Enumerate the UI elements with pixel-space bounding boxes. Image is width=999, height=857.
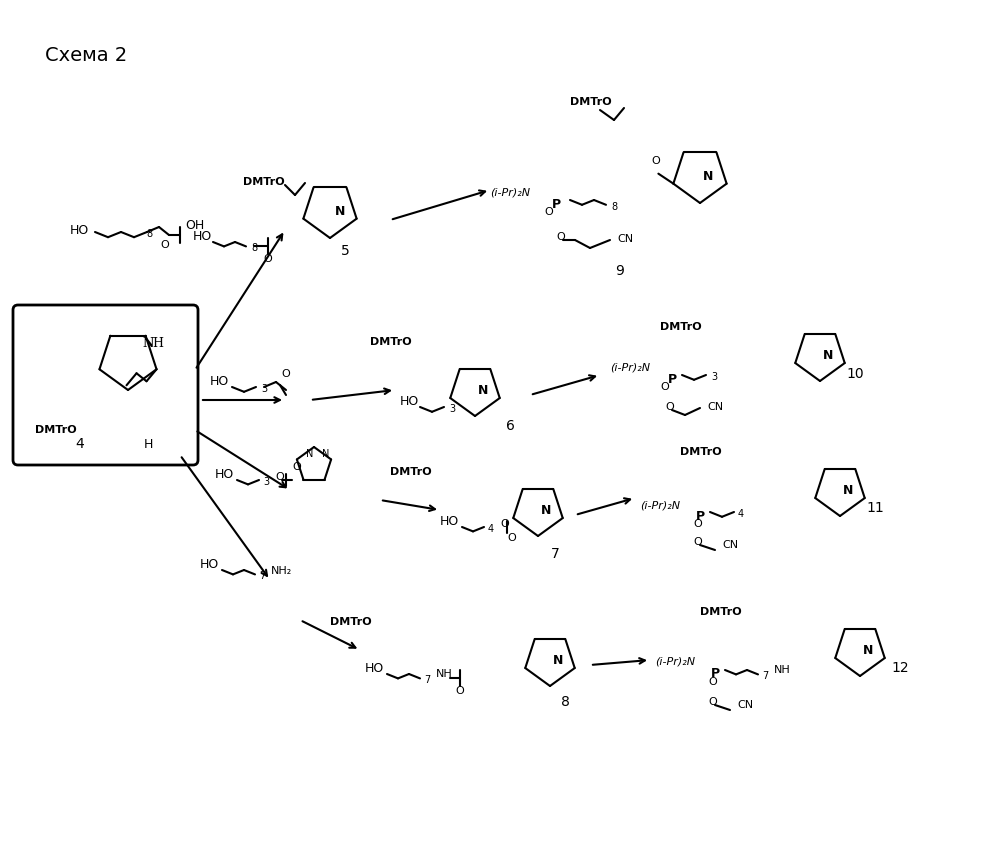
Text: OH: OH (185, 219, 204, 232)
Text: CN: CN (617, 234, 633, 244)
Text: O: O (161, 240, 170, 250)
Text: 12: 12 (891, 661, 909, 675)
Text: CN: CN (707, 402, 723, 412)
Text: DMTrO: DMTrO (680, 447, 721, 457)
Text: CN: CN (737, 700, 753, 710)
Text: N: N (553, 654, 563, 667)
Text: 3: 3 (263, 477, 269, 487)
Text: 6: 6 (505, 419, 514, 433)
Text: HO: HO (365, 662, 385, 675)
Text: N: N (541, 504, 551, 517)
Text: (i-Pr)₂N: (i-Pr)₂N (610, 362, 650, 372)
Text: N: N (306, 449, 314, 459)
Text: H: H (152, 337, 163, 351)
Text: DMTrO: DMTrO (570, 97, 611, 107)
Text: N: N (335, 205, 346, 218)
Text: N: N (478, 384, 489, 397)
Text: HO: HO (440, 515, 460, 528)
Text: 4: 4 (76, 437, 84, 451)
Text: H: H (143, 438, 153, 451)
Text: 8: 8 (251, 243, 257, 254)
Text: P: P (695, 510, 704, 523)
Text: NH: NH (436, 669, 453, 680)
Text: 11: 11 (866, 501, 884, 515)
Text: O: O (708, 677, 716, 687)
Text: P: P (710, 667, 719, 680)
Text: CN: CN (722, 540, 738, 550)
Text: O: O (544, 207, 553, 217)
Text: P: P (551, 198, 560, 211)
Text: DMTrO: DMTrO (700, 607, 741, 617)
Text: Схема 2: Схема 2 (45, 45, 127, 64)
Text: 8: 8 (146, 229, 152, 239)
FancyBboxPatch shape (13, 305, 198, 465)
Text: O: O (456, 686, 465, 697)
Text: 3: 3 (261, 384, 267, 394)
Text: HO: HO (210, 375, 229, 388)
Text: NH₂: NH₂ (271, 566, 293, 577)
Text: HO: HO (70, 224, 89, 237)
Text: DMTrO: DMTrO (660, 322, 701, 332)
Text: 7: 7 (762, 671, 768, 681)
Text: 7: 7 (424, 675, 431, 686)
Text: N: N (142, 337, 153, 351)
Text: DMTrO: DMTrO (243, 177, 285, 187)
Text: (i-Pr)₂N: (i-Pr)₂N (640, 500, 680, 510)
Text: N: N (843, 484, 853, 497)
Text: HO: HO (200, 558, 219, 571)
Text: HO: HO (193, 230, 212, 243)
Text: DMTrO: DMTrO (390, 467, 432, 477)
Text: O: O (556, 232, 564, 242)
Text: N: N (322, 449, 330, 459)
Text: DMTrO: DMTrO (330, 617, 372, 627)
Text: NH: NH (774, 665, 791, 675)
Text: 3: 3 (711, 372, 717, 382)
Text: HO: HO (215, 468, 234, 481)
Text: 7: 7 (259, 572, 266, 581)
Text: HO: HO (400, 395, 420, 408)
Text: 7: 7 (550, 547, 559, 561)
Text: O: O (292, 462, 301, 472)
Text: 4: 4 (738, 509, 744, 519)
Text: 9: 9 (615, 264, 624, 278)
Text: O: O (500, 519, 508, 529)
Text: 10: 10 (846, 367, 864, 381)
Text: O: O (275, 472, 284, 482)
Text: O: O (660, 382, 669, 392)
Text: O: O (264, 255, 273, 265)
Text: DMTrO: DMTrO (35, 425, 77, 435)
Text: O: O (507, 533, 515, 543)
Text: (i-Pr)₂N: (i-Pr)₂N (490, 187, 530, 197)
Text: O: O (282, 369, 291, 379)
Text: N: N (823, 349, 833, 362)
Text: 5: 5 (341, 244, 350, 258)
Text: O: O (693, 519, 701, 529)
Text: N: N (863, 644, 873, 657)
Text: 8: 8 (611, 201, 617, 212)
Text: O: O (708, 697, 716, 707)
Text: (i-Pr)₂N: (i-Pr)₂N (655, 657, 695, 667)
Text: N: N (703, 170, 713, 183)
Text: 8: 8 (560, 695, 569, 709)
Text: P: P (667, 373, 676, 386)
Text: O: O (651, 156, 660, 165)
Text: DMTrO: DMTrO (370, 337, 412, 347)
Text: O: O (693, 537, 701, 547)
Text: O: O (665, 402, 673, 412)
Text: 4: 4 (488, 524, 495, 534)
Text: 3: 3 (449, 404, 456, 414)
